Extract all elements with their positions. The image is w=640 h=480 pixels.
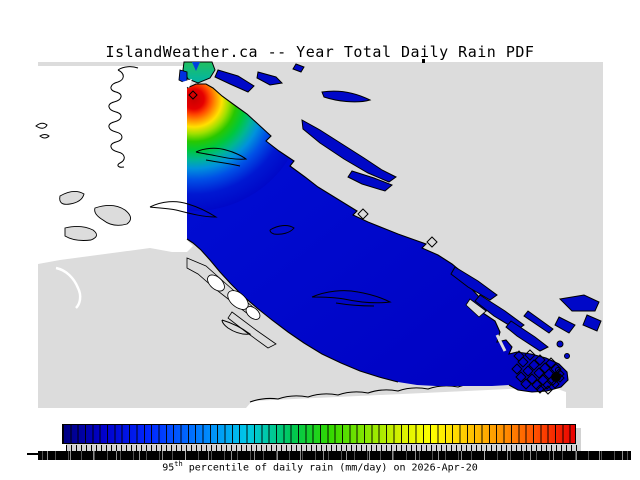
caption-superscript: th	[174, 460, 183, 468]
colorbar-left-dash	[27, 453, 41, 455]
no-data-land-northwest	[38, 66, 193, 264]
brooks-peninsula-shapes	[59, 191, 131, 241]
north-tip-data-blob	[178, 61, 216, 88]
station-marker	[528, 359, 540, 371]
no-data-area-south	[246, 387, 566, 408]
caption-rest: percentile of daily rain (mm/day) on 202…	[182, 462, 478, 474]
saanich-channel	[495, 334, 507, 352]
west-coast-inlets	[186, 257, 487, 349]
station-marker	[524, 349, 536, 361]
caption-value: 95	[162, 462, 175, 474]
colorbar-segment-lines	[63, 425, 575, 443]
station-markers-layer	[188, 90, 565, 395]
plot-title: IslandWeather.ca -- Year Total Daily Rai…	[105, 43, 535, 61]
station-marker	[357, 208, 369, 220]
colorbar-tick-labels-overlapped	[38, 451, 631, 460]
mainland-coast-fragment	[422, 59, 425, 63]
station-marker	[550, 379, 560, 389]
station-marker	[426, 236, 438, 248]
island-data-region	[186, 83, 569, 393]
station-marker	[515, 371, 527, 383]
station-marker	[520, 378, 532, 390]
rain-hotspot	[187, 84, 306, 211]
station-cluster-blob	[551, 372, 561, 382]
colorbar-caption: 95th percentile of daily rain (mm/day) o…	[0, 460, 640, 473]
station-marker	[542, 380, 552, 390]
station-marker	[526, 373, 538, 385]
station-marker	[188, 90, 198, 100]
station-marker	[545, 357, 557, 369]
station-marker	[534, 354, 546, 366]
colorbar-ticks	[66, 445, 577, 451]
station-marker	[511, 363, 523, 375]
station-marker	[522, 365, 534, 377]
station-marker	[533, 367, 545, 379]
strait-islands	[214, 63, 602, 373]
west-coastline	[186, 238, 399, 383]
coastal-channel	[55, 266, 82, 309]
station-marker	[517, 356, 529, 368]
lake-outlines	[149, 147, 392, 335]
station-marker	[535, 384, 545, 394]
east-coastline	[186, 83, 569, 393]
no-data-coastlines	[35, 66, 139, 168]
station-marker	[543, 385, 553, 395]
colorbar	[62, 424, 576, 444]
